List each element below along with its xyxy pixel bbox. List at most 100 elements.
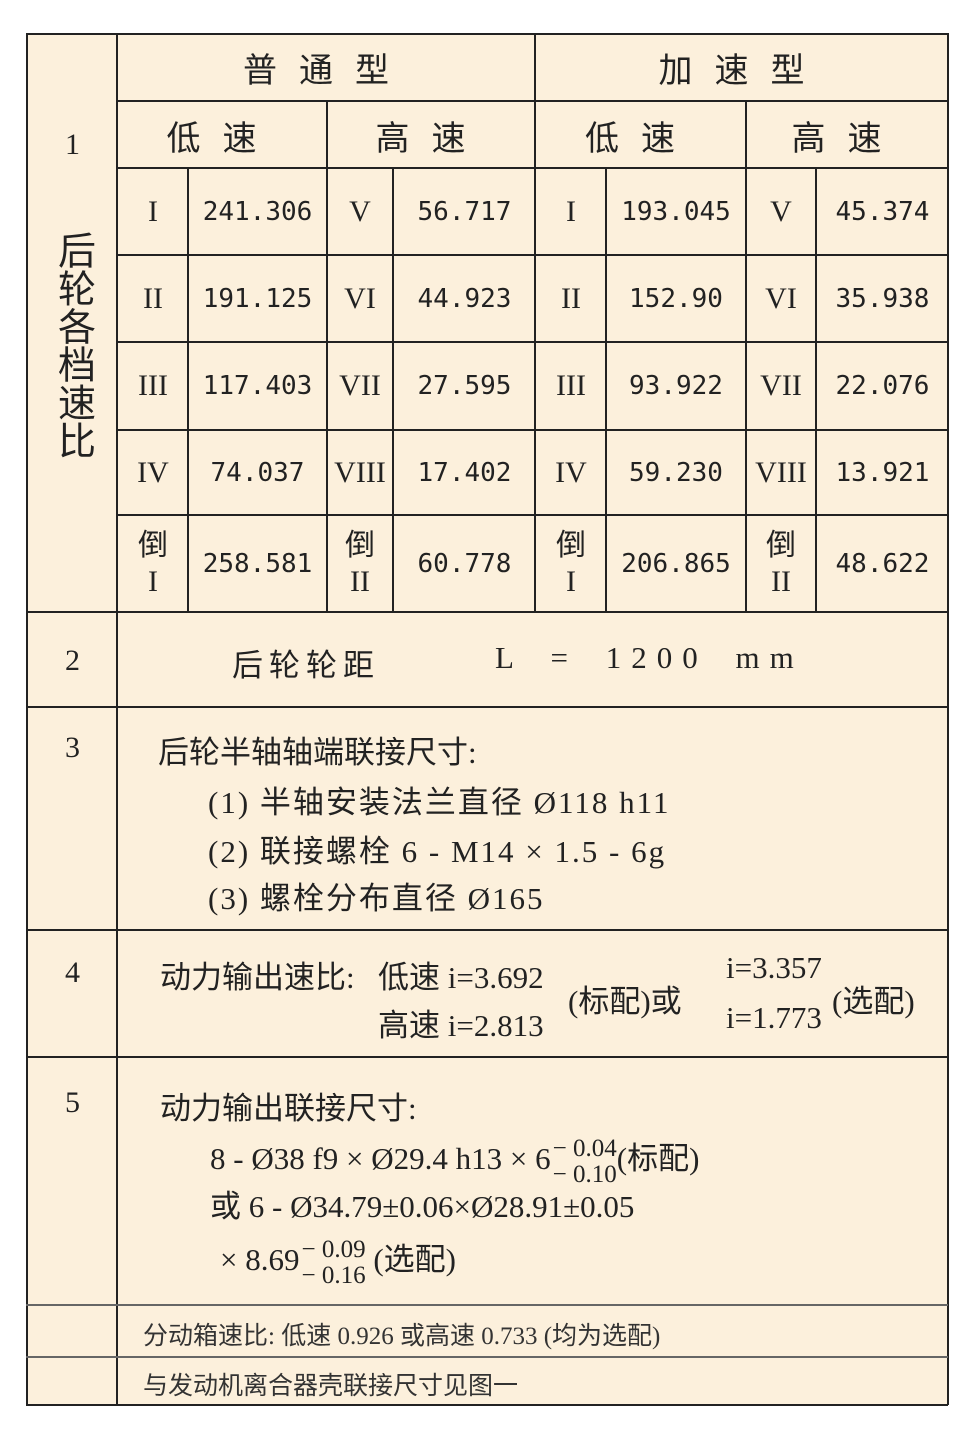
gear-ratio-value: 44.923	[417, 283, 512, 314]
gear-cell: V	[747, 169, 815, 254]
grid-line	[26, 1304, 948, 1306]
grid-line	[26, 33, 948, 35]
tol-upper: − 0.09	[301, 1235, 366, 1263]
axle-item: (3) 螺栓分布直径 Ø165	[208, 881, 545, 916]
gear-ratio-value: 206.865	[621, 548, 731, 579]
gear-cell: VI	[747, 256, 815, 341]
gear-label: 倒I	[138, 528, 168, 598]
grid-line	[26, 611, 948, 613]
gear-ratio-value: 258.581	[202, 548, 313, 579]
gear-cell: 倒II	[328, 516, 392, 611]
pto-standard-note: (标配)或	[568, 984, 682, 1019]
pto-low: 低速 i=3.692	[378, 960, 544, 995]
gear-label: VIII	[334, 455, 386, 489]
row5-index: 5	[65, 1085, 80, 1119]
row4-index: 4	[65, 955, 80, 989]
gear-ratio-value: 56.717	[417, 196, 512, 227]
gear-cell: II	[537, 256, 605, 341]
gear-label: 倒I	[556, 528, 586, 598]
gear-ratio-value: 48.622	[835, 548, 930, 579]
speed-header: 高速	[791, 120, 904, 158]
gear-cell: 倒I	[537, 516, 605, 611]
type-standard: 普通型	[243, 53, 411, 90]
gear-cell: 倒II	[747, 516, 815, 611]
tol-upper: − 0.04	[552, 1134, 617, 1162]
pto-conn-line2: 或 6 - Ø34.79±0.06×Ø28.91±0.05	[210, 1189, 635, 1224]
gear-cell: VII	[328, 343, 392, 429]
gear-label: III	[556, 369, 586, 402]
gear-ratio-value: 241.306	[202, 196, 313, 227]
gear-ratio-value: 60.778	[417, 548, 512, 579]
spline-spec: 8 - Ø38 f9 × Ø29.4 h13 × 6	[210, 1141, 551, 1176]
gear-ratio-value: 27.595	[417, 371, 512, 401]
grid-line	[26, 706, 948, 708]
grid-line	[26, 33, 28, 1405]
gear-ratio-value: 35.938	[835, 283, 930, 314]
speed-header: 低速	[585, 120, 697, 158]
pto-conn-line1: 8 - Ø38 f9 × Ø29.4 h13 × 6− 0.04− 0.10 (标…	[210, 1133, 699, 1188]
row1-label: 后轮各档速比	[51, 231, 94, 459]
gear-ratio-value: 45.374	[835, 196, 930, 227]
tol-lower: − 0.16	[301, 1261, 366, 1289]
axle-title: 后轮半轴轴端联接尺寸:	[158, 735, 477, 770]
grid-line	[26, 1356, 948, 1358]
gear-cell: I	[119, 169, 187, 254]
pto-conn-line3: × 8.69− 0.09− 0.16 (选配)	[220, 1234, 456, 1289]
gear-cell: IV	[537, 431, 605, 514]
gear-ratio-value: 22.076	[835, 371, 930, 401]
clutch-housing-note: 与发动机离合器壳联接尺寸见图一	[143, 1373, 519, 1400]
gear-label: VII	[760, 369, 802, 402]
grid-line	[187, 167, 189, 612]
gear-cell: 倒I	[119, 516, 187, 611]
gear-label: I	[566, 194, 576, 228]
gear-cell: III	[537, 343, 605, 429]
tolerance: − 0.04− 0.10	[552, 1134, 617, 1188]
grid-line	[326, 100, 328, 612]
track-value: L = 1200 mm	[495, 640, 804, 675]
gear-label: V	[770, 194, 792, 228]
gear-label: II	[143, 281, 163, 315]
type-accelerated: 加速型	[658, 53, 827, 90]
track-label: 后轮轮距	[232, 648, 380, 683]
pto-high: 高速 i=2.813	[378, 1008, 544, 1043]
grid-line	[117, 100, 948, 102]
grid-line	[534, 33, 536, 612]
grid-line	[117, 341, 948, 343]
gear-label: VI	[344, 281, 376, 315]
gear-ratio-value: 93.922	[629, 371, 723, 401]
grid-line	[26, 1404, 948, 1406]
gear-label: III	[138, 369, 168, 402]
gear-label: VIII	[755, 455, 807, 489]
spec-table	[26, 33, 948, 1405]
gear-label: V	[349, 194, 371, 228]
grid-line	[117, 429, 948, 431]
gear-label: IV	[555, 455, 587, 489]
width-spec: × 8.69	[220, 1242, 300, 1277]
grid-line	[116, 33, 118, 1405]
gear-ratio-value: 152.90	[629, 283, 723, 314]
gear-ratio-value: 191.125	[202, 283, 313, 314]
gear-ratio-value: 17.402	[417, 457, 512, 488]
tol-lower: − 0.10	[552, 1160, 617, 1188]
optional-note: (选配)	[373, 1242, 456, 1277]
gear-label: I	[148, 194, 158, 228]
gear-cell: VIII	[747, 431, 815, 514]
gear-cell: V	[328, 169, 392, 254]
pto-optional-note: (选配)	[832, 984, 915, 1019]
gear-cell: II	[119, 256, 187, 341]
standard-note: (标配)	[616, 1141, 700, 1176]
grid-line	[26, 1056, 948, 1058]
gear-cell: VIII	[328, 431, 392, 514]
gear-label: VI	[765, 281, 797, 315]
speed-header: 高速	[375, 120, 488, 158]
grid-line	[26, 929, 948, 931]
row3-index: 3	[65, 730, 80, 764]
pto-opt-low: i=3.357	[726, 950, 822, 985]
gear-label: 倒II	[345, 528, 375, 598]
grid-line	[605, 167, 607, 612]
gear-label: II	[561, 281, 581, 315]
pto-opt-high: i=1.773	[726, 1000, 822, 1035]
gear-label: VII	[339, 369, 381, 402]
transfer-case-ratio: 分动箱速比: 低速 0.926 或高速 0.733 (均为选配)	[143, 1323, 661, 1350]
